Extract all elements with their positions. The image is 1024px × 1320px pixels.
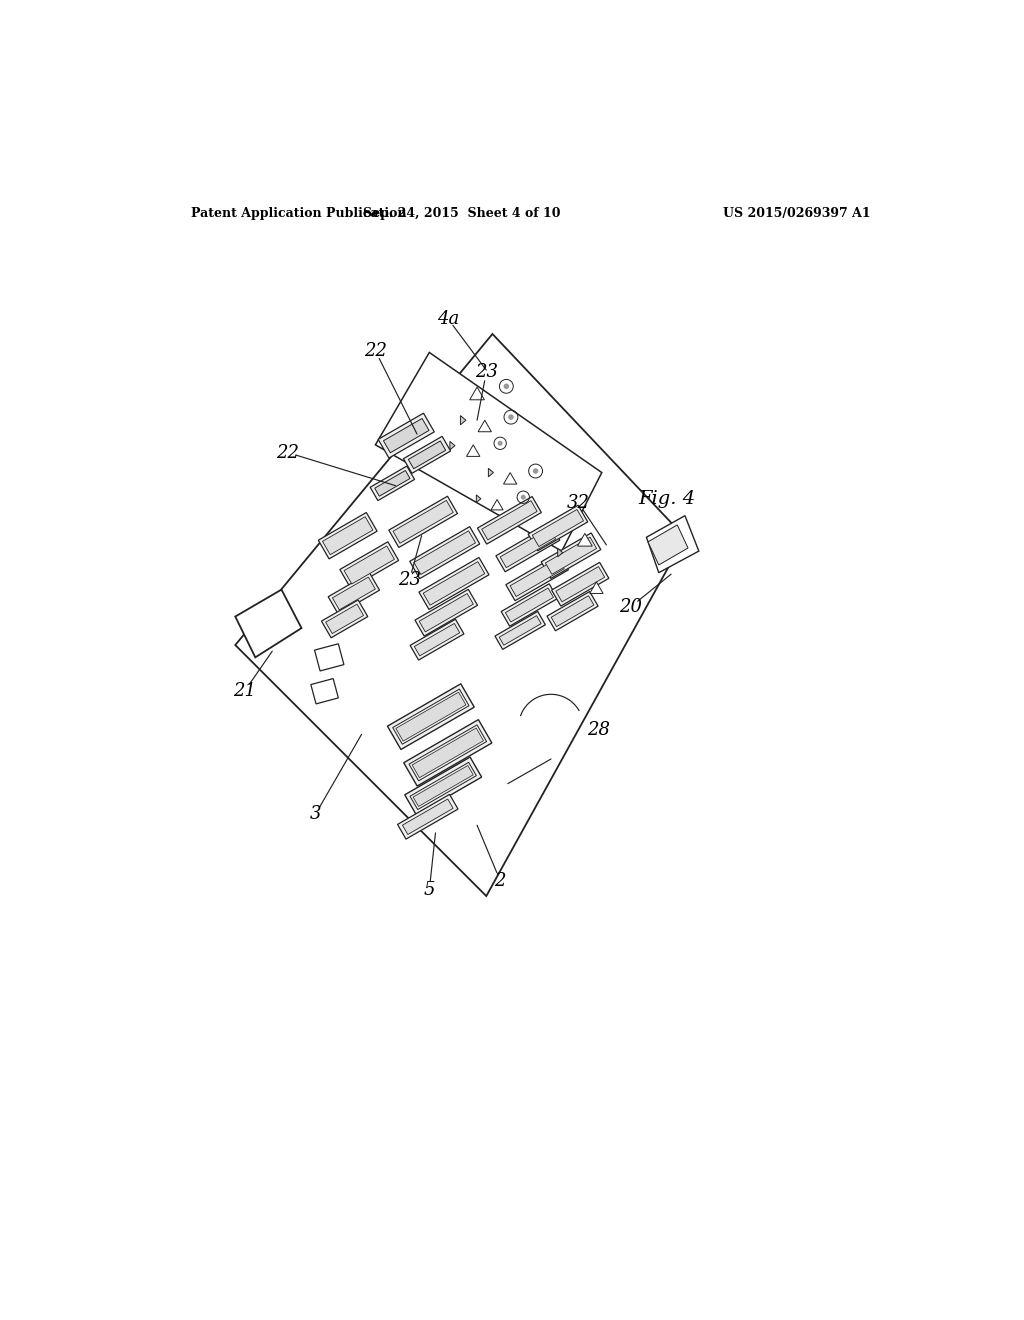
Polygon shape (376, 352, 602, 552)
Polygon shape (506, 587, 553, 622)
Polygon shape (236, 334, 685, 896)
Polygon shape (409, 725, 486, 781)
Polygon shape (423, 561, 484, 606)
Polygon shape (501, 583, 558, 626)
Text: 32: 32 (567, 495, 590, 512)
Text: 28: 28 (587, 721, 610, 739)
Polygon shape (496, 524, 560, 572)
Text: Fig. 4: Fig. 4 (639, 490, 696, 508)
Polygon shape (419, 557, 489, 610)
Polygon shape (396, 692, 466, 741)
Polygon shape (393, 689, 469, 744)
Polygon shape (500, 528, 556, 568)
Polygon shape (578, 533, 592, 546)
Polygon shape (393, 500, 454, 544)
Text: 23: 23 (397, 572, 421, 589)
Polygon shape (532, 510, 584, 546)
Polygon shape (370, 466, 415, 500)
Polygon shape (323, 516, 373, 554)
Polygon shape (419, 594, 473, 632)
Text: US 2015/0269397 A1: US 2015/0269397 A1 (724, 207, 871, 220)
Polygon shape (326, 605, 364, 634)
Polygon shape (551, 595, 594, 627)
Circle shape (521, 495, 525, 500)
Polygon shape (413, 766, 473, 807)
Polygon shape (478, 420, 492, 432)
Polygon shape (411, 619, 464, 660)
Circle shape (508, 414, 514, 420)
Circle shape (532, 469, 539, 474)
Polygon shape (510, 558, 564, 597)
Polygon shape (552, 562, 609, 606)
Polygon shape (344, 546, 394, 583)
Polygon shape (378, 413, 434, 458)
Polygon shape (450, 441, 455, 450)
Text: Patent Application Publication: Patent Application Publication (190, 207, 407, 220)
Polygon shape (506, 554, 568, 601)
Polygon shape (318, 512, 377, 558)
Text: 5: 5 (424, 880, 435, 899)
Polygon shape (541, 533, 601, 578)
Polygon shape (404, 758, 481, 814)
Text: 22: 22 (364, 342, 387, 360)
Polygon shape (556, 566, 604, 602)
Polygon shape (410, 763, 476, 809)
Polygon shape (403, 437, 451, 474)
Polygon shape (504, 473, 517, 484)
Polygon shape (461, 416, 466, 425)
Polygon shape (389, 496, 458, 548)
Polygon shape (558, 548, 563, 557)
Polygon shape (340, 541, 398, 589)
Text: 21: 21 (233, 682, 256, 700)
Polygon shape (415, 589, 477, 636)
Polygon shape (590, 582, 603, 594)
Polygon shape (402, 799, 454, 834)
Polygon shape (387, 684, 474, 750)
Polygon shape (476, 495, 481, 503)
Polygon shape (547, 591, 598, 631)
Polygon shape (492, 499, 503, 510)
Polygon shape (546, 537, 597, 574)
Text: 2: 2 (495, 871, 506, 890)
Text: Sep. 24, 2015  Sheet 4 of 10: Sep. 24, 2015 Sheet 4 of 10 (362, 207, 560, 220)
Polygon shape (383, 418, 429, 453)
Polygon shape (314, 644, 344, 671)
Polygon shape (467, 445, 480, 457)
Polygon shape (410, 527, 479, 578)
Polygon shape (409, 441, 445, 469)
Polygon shape (375, 470, 410, 496)
Polygon shape (499, 615, 541, 645)
Text: 4a: 4a (436, 310, 459, 327)
Circle shape (504, 384, 509, 389)
Polygon shape (488, 469, 494, 477)
Polygon shape (646, 516, 698, 573)
Polygon shape (397, 795, 458, 840)
Polygon shape (470, 387, 484, 400)
Text: 23: 23 (475, 363, 498, 381)
Polygon shape (481, 500, 538, 540)
Circle shape (498, 441, 503, 446)
Polygon shape (477, 496, 542, 544)
Polygon shape (415, 623, 460, 656)
Text: 20: 20 (620, 598, 643, 615)
Text: 22: 22 (276, 444, 299, 462)
Text: 3: 3 (309, 805, 322, 824)
Polygon shape (403, 719, 492, 787)
Polygon shape (495, 611, 546, 649)
Polygon shape (333, 577, 376, 610)
Polygon shape (322, 599, 368, 638)
Polygon shape (414, 531, 475, 574)
Polygon shape (236, 590, 301, 657)
Polygon shape (311, 678, 338, 704)
Polygon shape (648, 525, 688, 565)
Polygon shape (528, 506, 588, 550)
Polygon shape (412, 729, 483, 777)
Polygon shape (328, 573, 380, 614)
